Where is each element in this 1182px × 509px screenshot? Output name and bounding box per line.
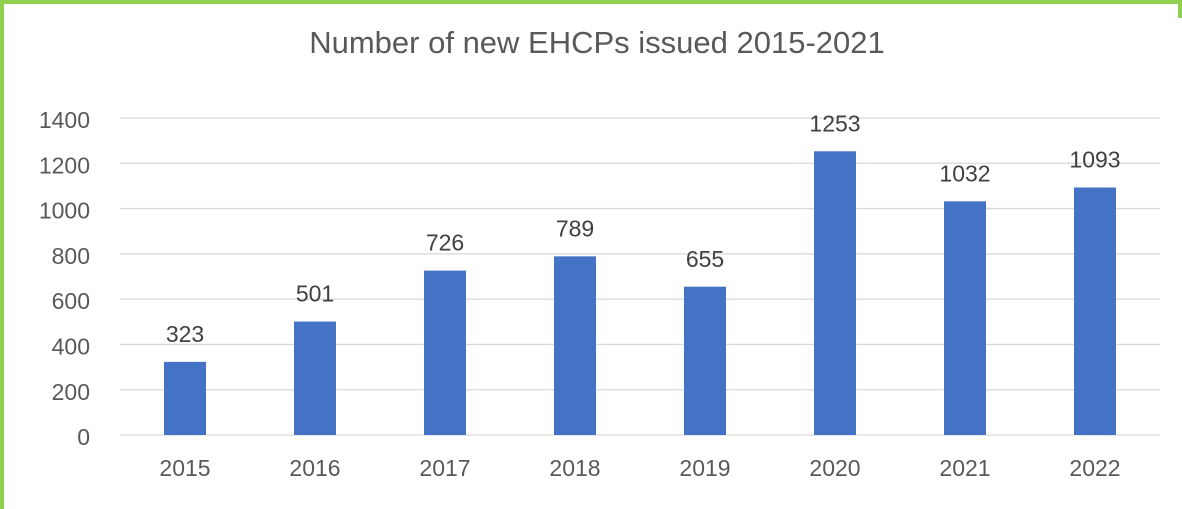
data-label: 323	[166, 321, 204, 347]
bar	[554, 256, 596, 435]
x-tick-label: 2017	[419, 455, 470, 481]
bar	[164, 361, 206, 435]
x-tick-label: 2016	[289, 455, 340, 481]
chart-title: Number of new EHCPs issued 2015-2021	[309, 25, 885, 60]
data-label: 789	[556, 215, 594, 241]
y-tick-label: 1000	[39, 198, 90, 224]
x-tick-label: 2021	[939, 455, 990, 481]
bar	[684, 286, 726, 435]
y-tick-label: 200	[52, 379, 90, 405]
y-tick-label: 600	[52, 288, 90, 314]
data-label: 501	[296, 281, 334, 307]
y-tick-label: 0	[77, 424, 90, 450]
data-label: 1253	[809, 110, 860, 136]
data-label: 1032	[939, 160, 990, 186]
y-tick-label: 800	[52, 243, 90, 269]
y-tick-label: 1400	[39, 107, 90, 133]
bar	[1074, 187, 1116, 435]
y-tick-label: 1200	[39, 152, 90, 178]
bar	[944, 201, 986, 435]
x-tick-label: 2019	[679, 455, 730, 481]
bar	[814, 151, 856, 435]
data-label: 1093	[1069, 147, 1120, 173]
x-tick-label: 2020	[809, 455, 860, 481]
x-tick-label: 2022	[1069, 455, 1120, 481]
x-tick-label: 2015	[159, 455, 210, 481]
data-label: 726	[426, 230, 464, 256]
bar	[424, 270, 466, 435]
bar	[294, 321, 336, 435]
x-tick-label: 2018	[549, 455, 600, 481]
data-label: 655	[686, 246, 724, 272]
y-tick-label: 400	[52, 334, 90, 360]
